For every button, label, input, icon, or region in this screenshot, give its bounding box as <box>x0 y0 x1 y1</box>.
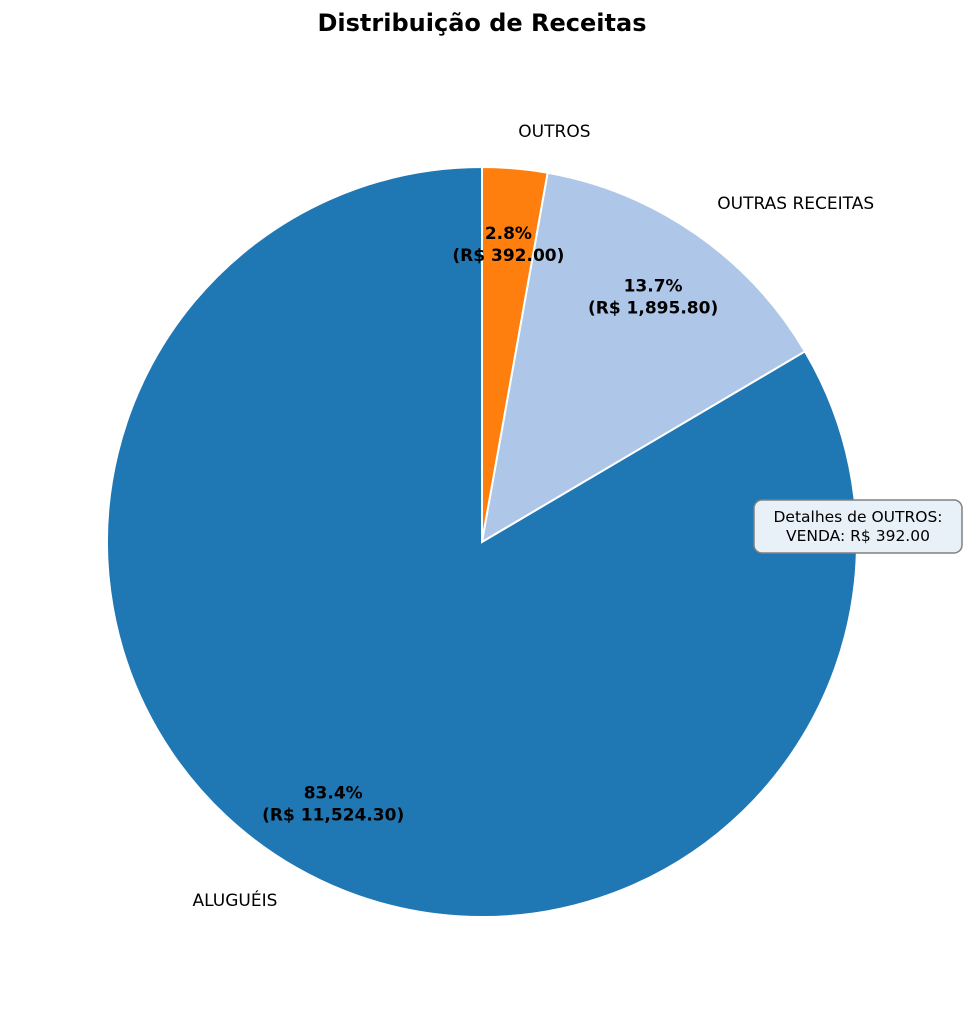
pie-slice <box>106 165 858 918</box>
annotation-background <box>753 499 963 554</box>
annotation-line-1: Detalhes de OUTROS: <box>773 508 942 526</box>
slice-value-label: (R$ 1,895.80) <box>588 299 718 319</box>
slice-category-label: ALUGUÉIS <box>193 889 278 911</box>
slice-percent-label: 83.4% <box>304 784 363 804</box>
slice-value-label: (R$ 11,524.30) <box>262 806 404 826</box>
slices-layer <box>106 165 858 918</box>
slice-category-label: OUTRAS RECEITAS <box>717 194 874 214</box>
annotation-line-2: VENDA: R$ 392.00 <box>786 527 930 545</box>
pie-slice <box>480 171 807 544</box>
slice-percent-label: 13.7% <box>624 277 683 297</box>
slice-percent-label: 2.8% <box>485 224 532 244</box>
annotation-box: Detalhes de OUTROS: VENDA: R$ 392.00 <box>753 499 963 554</box>
labels-layer: OUTROS 2.8%(R$ 392.00) OUTRAS RECEITAS 13.7… <box>193 122 875 911</box>
slice-category-label: OUTROS <box>518 122 590 142</box>
slice-value-label: (R$ 392.00) <box>452 246 564 266</box>
chart-title: Distribuição de Receitas <box>318 9 647 37</box>
